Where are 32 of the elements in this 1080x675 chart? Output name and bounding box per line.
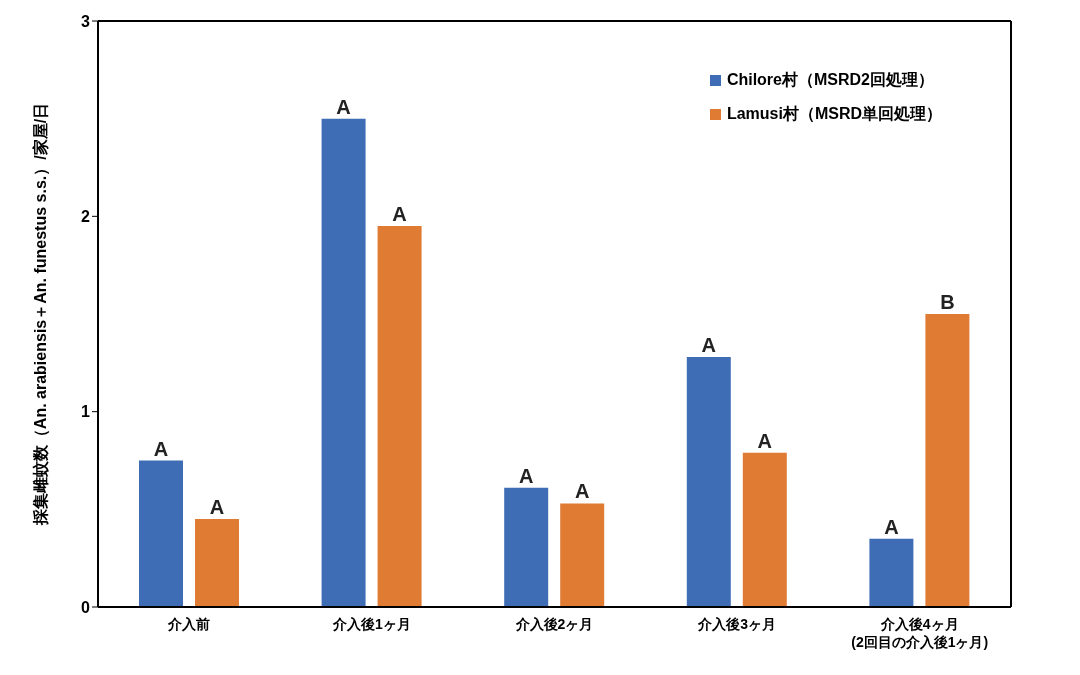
bar bbox=[925, 314, 970, 607]
annotation: A bbox=[757, 429, 773, 452]
bar bbox=[686, 356, 731, 607]
y-axis-title: 採集雌蚊数（An. arabiensis＋An. funestus s.s.）/家屋/日 bbox=[31, 102, 51, 527]
annotation: A bbox=[392, 203, 407, 226]
x-tick-label: 介入前 bbox=[167, 616, 211, 632]
bar bbox=[869, 538, 914, 607]
annotation: B bbox=[940, 291, 955, 313]
annotation: A bbox=[518, 464, 534, 487]
bar bbox=[139, 460, 183, 607]
annotation: A bbox=[153, 437, 169, 460]
bar bbox=[321, 118, 366, 607]
bar bbox=[377, 226, 422, 607]
bar bbox=[504, 487, 549, 607]
y-tick-label: 0 bbox=[81, 598, 91, 616]
annotation: A bbox=[701, 333, 717, 356]
x-tick-label: 介入後3ヶ月 bbox=[697, 616, 776, 632]
legend-label: Lamusi村（MSRD単回処理） bbox=[726, 104, 942, 124]
y-tick-label: 2 bbox=[81, 208, 91, 226]
bar bbox=[560, 503, 605, 607]
bar bbox=[195, 519, 239, 607]
bar bbox=[742, 452, 787, 607]
y-tick-label: 3 bbox=[81, 12, 91, 30]
y-tick-label: 1 bbox=[81, 403, 91, 421]
annotation: A bbox=[574, 480, 590, 503]
annotation: A bbox=[884, 515, 899, 538]
annotation: A bbox=[336, 95, 351, 118]
x-tick-label: 介入後1ヶ月 bbox=[332, 616, 411, 632]
x-tick-label: 介入後4ヶ月 (2回目の介入後1ヶ月) bbox=[851, 616, 989, 650]
x-tick-label: 介入後2ヶ月 bbox=[514, 616, 594, 632]
legend-label: Chilore村（MSRD2回処理） bbox=[726, 70, 934, 90]
annotation: A bbox=[209, 496, 225, 519]
